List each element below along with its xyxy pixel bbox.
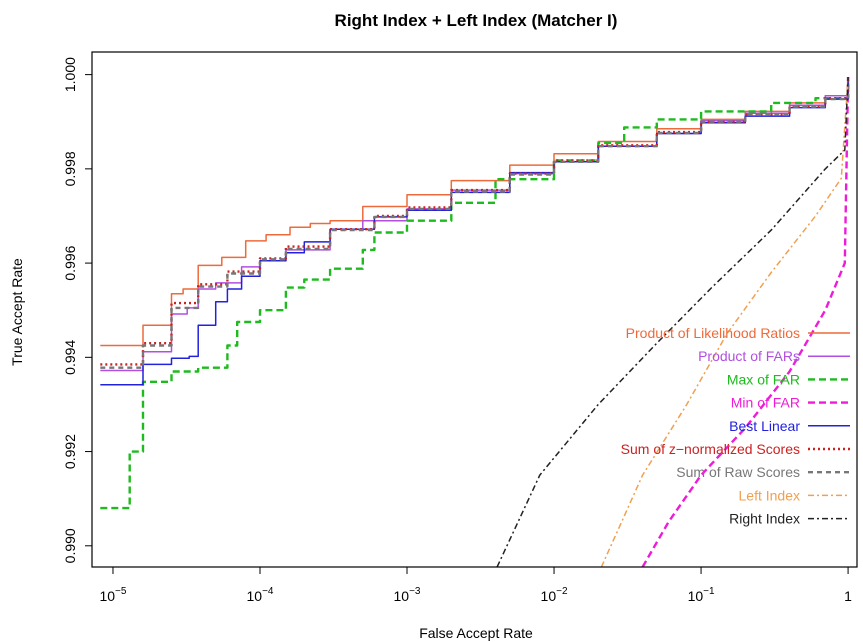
legend-label-6: Sum of Raw Scores xyxy=(676,464,800,480)
x-tick-base-4: 10 xyxy=(688,588,704,604)
x-tick-base-1: 10 xyxy=(247,588,263,604)
legend: Product of Likelihood Ratios Product of F… xyxy=(621,325,850,527)
legend-label-2: Max of FAR xyxy=(727,371,800,387)
x-tick-base-0: 10 xyxy=(99,588,115,604)
chart-title: Right Index + Left Index (Matcher I) xyxy=(335,11,618,30)
y-axis-ticks: 0.990 0.992 0.994 0.996 0.998 1.000 xyxy=(62,57,92,563)
y-tick-label-3: 0.996 xyxy=(62,245,78,280)
x-axis-label: False Accept Rate xyxy=(419,625,533,641)
legend-label-3: Min of FAR xyxy=(731,395,800,411)
x-tick-exp-4: −1 xyxy=(703,586,715,597)
series-line-3 xyxy=(641,76,850,567)
x-tick-base-3: 10 xyxy=(541,588,557,604)
x-tick-base-5: 1 xyxy=(844,588,852,604)
legend-label-7: Left Index xyxy=(739,487,801,503)
y-tick-label-5: 1.000 xyxy=(62,57,78,92)
legend-label-0: Product of Likelihood Ratios xyxy=(626,325,800,341)
x-tick-exp-0: −5 xyxy=(115,586,127,597)
series-layer xyxy=(100,76,850,567)
x-tick-exp-3: −2 xyxy=(556,586,568,597)
legend-label-4: Best Linear xyxy=(729,418,800,434)
x-tick-label-2: 10−3 xyxy=(394,586,421,604)
x-tick-base-2: 10 xyxy=(394,588,410,604)
y-tick-label-0: 0.990 xyxy=(62,528,78,563)
x-tick-label-0: 10−5 xyxy=(99,586,126,604)
legend-label-1: Product of FARs xyxy=(698,348,800,364)
x-tick-label-5: 1 xyxy=(844,588,852,604)
y-tick-label-2: 0.994 xyxy=(62,340,78,375)
series-line-4 xyxy=(100,79,849,386)
series-line-8 xyxy=(496,76,849,567)
series-line-0 xyxy=(100,77,849,347)
x-tick-exp-1: −4 xyxy=(262,586,274,597)
y-tick-label-4: 0.998 xyxy=(62,151,78,186)
x-tick-label-4: 10−1 xyxy=(688,586,715,604)
legend-label-8: Right Index xyxy=(729,511,800,527)
x-axis-ticks: 10−5 10−4 10−3 10−2 10−1 1 xyxy=(99,567,852,604)
series-line-7 xyxy=(600,76,849,567)
x-tick-label-1: 10−4 xyxy=(247,586,274,604)
legend-label-5: Sum of z−normalized Scores xyxy=(621,441,800,457)
series-line-6 xyxy=(100,79,850,369)
x-tick-label-3: 10−2 xyxy=(541,586,568,604)
plot-area-frame xyxy=(91,51,858,568)
y-axis-label: True Accept Rate xyxy=(9,258,25,366)
y-tick-label-1: 0.992 xyxy=(62,434,78,469)
series-line-2 xyxy=(100,77,850,510)
x-tick-exp-2: −3 xyxy=(409,586,421,597)
